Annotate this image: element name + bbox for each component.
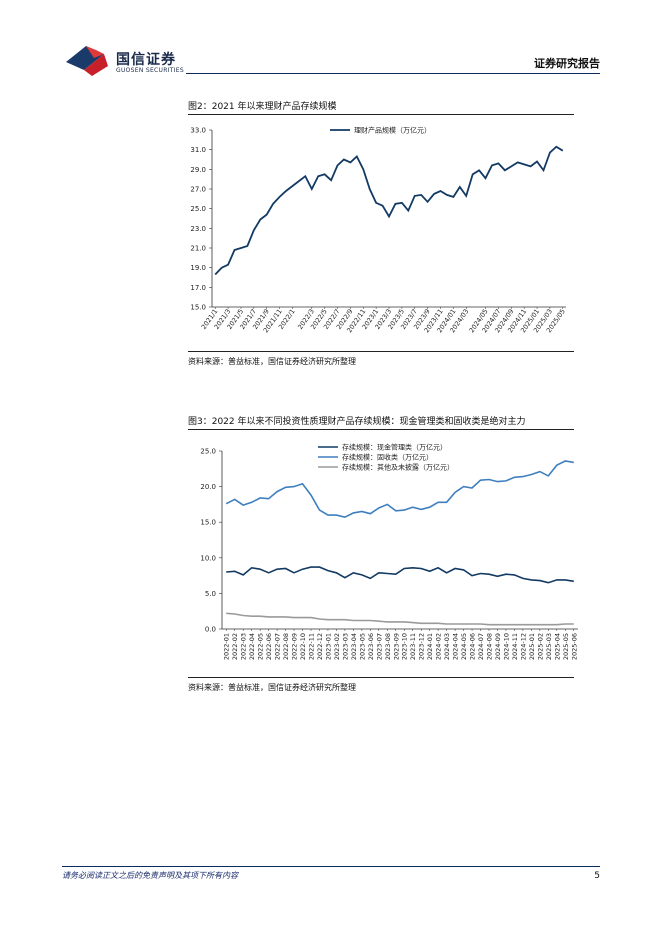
fig3-series-line-3 <box>226 612 574 626</box>
fig3-x-tick-label: 2023-09 <box>392 633 400 660</box>
fig3-x-tick-label: 2024-06 <box>469 633 477 660</box>
fig3-y-tick-label: 5.0 <box>205 590 216 598</box>
fig3-x-tick-label: 2025-02 <box>536 633 544 660</box>
fig3-x-tick-label: 2022-02 <box>231 633 239 660</box>
fig3-x-tick-label: 2024-12 <box>519 633 527 660</box>
fig2-y-tick-label: 31.0 <box>190 146 206 154</box>
fig3-series-line-2 <box>225 460 574 519</box>
fig3-legend-label-2: 存续规模：固收类（万亿元） <box>342 453 433 462</box>
fig3-x-tick-label: 2022-09 <box>291 633 299 660</box>
fig3-x-tick-label: 2023-11 <box>409 633 417 660</box>
fig3-x-tick-label: 2024-10 <box>502 633 510 660</box>
report-type: 证券研究报告 <box>534 57 600 70</box>
fig3-x-tick-label: 2023-10 <box>401 633 409 660</box>
fig2-y-tick-label: 33.0 <box>190 127 206 135</box>
figure2-top-rule <box>188 114 574 115</box>
fig3-x-tick-label: 2024-07 <box>477 633 485 660</box>
guosen-logo-icon <box>66 46 108 76</box>
fig3-x-tick-label: 2022-06 <box>265 633 273 660</box>
logo-text-cn: 国信证券 <box>116 52 176 68</box>
fig3-x-tick-label: 2024-08 <box>486 633 494 660</box>
fig3-x-tick-label: 2022-10 <box>299 633 307 660</box>
fig3-series-line-1 <box>226 566 574 584</box>
page-number: 5 <box>594 871 600 881</box>
fig3-x-tick-label: 2022-03 <box>240 633 248 660</box>
figure3-top-rule <box>188 429 574 430</box>
fig3-x-tick-label: 2022-04 <box>248 633 256 660</box>
fig2-y-tick-label: 21.0 <box>190 245 206 253</box>
fig2-y-tick-label: 29.0 <box>190 166 206 174</box>
fig3-x-tick-label: 2023-05 <box>358 633 366 660</box>
footer-divider <box>62 866 600 867</box>
fig3-y-tick-label: 0.0 <box>205 626 216 634</box>
fig3-x-tick-label: 2023-07 <box>375 633 383 660</box>
fig3-x-tick-label: 2024-05 <box>460 633 468 660</box>
fig2-legend-label-1: 理财产品规模（万亿元） <box>354 126 431 135</box>
fig3-x-tick-label: 2023-08 <box>384 633 392 660</box>
fig3-x-tick-label: 2025-03 <box>545 633 553 660</box>
fig3-x-tick-label: 2022-07 <box>274 633 282 660</box>
figure3-bottom-rule <box>188 677 574 678</box>
fig3-x-tick-label: 2025-04 <box>553 633 561 660</box>
fig3-y-tick-label: 25.0 <box>200 448 216 456</box>
fig3-x-tick-label: 2024-03 <box>443 633 451 660</box>
fig3-x-tick-label: 2023-03 <box>341 633 349 660</box>
fig3-x-tick-label: 2025-01 <box>528 633 536 660</box>
fig3-y-tick-label: 20.0 <box>200 483 216 491</box>
fig3-x-tick-label: 2022-12 <box>316 633 324 660</box>
fig3-x-tick-label: 2024-02 <box>435 633 443 660</box>
fig3-x-tick-label: 2024-01 <box>426 633 434 660</box>
fig2-series-line-1 <box>214 145 564 276</box>
fig3-x-tick-label: 2025-06 <box>570 633 578 660</box>
fig3-x-tick-label: 2024-04 <box>452 633 460 660</box>
header-divider <box>186 73 600 74</box>
footer-disclaimer: 请务必阅读正文之后的免责声明及其项下所有内容 <box>62 871 238 880</box>
figure3-title: 图3：2022 年以来不同投资性质理财产品存续规模：现金管理类和固收类是绝对主力 <box>188 417 526 427</box>
fig3-x-tick-label: 2022-01 <box>223 633 231 660</box>
figure2-bottom-rule <box>188 351 574 352</box>
fig3-x-tick-label: 2024-11 <box>511 633 519 660</box>
fig3-legend-label-1: 存续规模：现金管理类（万亿元） <box>342 443 447 452</box>
figure3-source: 资料来源：普益标准，国信证券经济研究所整理 <box>188 683 356 692</box>
fig2-y-tick-label: 17.0 <box>190 284 206 292</box>
fig3-x-tick-label: 2023-04 <box>350 633 358 660</box>
fig2-y-tick-label: 27.0 <box>190 186 206 194</box>
fig3-legend-label-3: 存续规模：其他及未披露（万亿元） <box>342 463 454 472</box>
figure2-chart: 15.0 17.0 19.0 21.0 23.0 25.0 27.0 29.0 31.0 33.0… <box>190 126 567 335</box>
fig3-x-tick-label: 2023-06 <box>367 633 375 660</box>
figure2-title: 图2：2021 年以来理财产品存续规模 <box>188 102 337 112</box>
fig2-y-tick-label: 23.0 <box>190 225 206 233</box>
fig3-x-tick-label: 2022-11 <box>308 633 316 660</box>
fig3-x-tick-label: 2022-05 <box>257 633 265 660</box>
fig3-y-tick-label: 15.0 <box>200 519 216 527</box>
fig3-x-tick-label: 2023-02 <box>333 633 341 660</box>
logo-text-en: GUOSEN SECURITIES <box>116 67 185 74</box>
fig3-x-tick-label: 2023-12 <box>418 633 426 660</box>
fig3-y-tick-label: 10.0 <box>200 554 216 562</box>
fig2-y-tick-label: 25.0 <box>190 205 206 213</box>
figure2-source: 资料来源：普益标准，国信证券经济研究所整理 <box>188 357 356 366</box>
fig3-x-tick-label: 2023-01 <box>324 633 332 660</box>
fig3-x-tick-label: 2022-08 <box>282 633 290 660</box>
fig3-x-tick-label: 2024-09 <box>494 633 502 660</box>
fig3-x-tick-label: 2025-05 <box>562 633 570 660</box>
fig2-y-tick-label: 19.0 <box>190 264 206 272</box>
fig2-y-tick-label: 15.0 <box>190 304 206 312</box>
